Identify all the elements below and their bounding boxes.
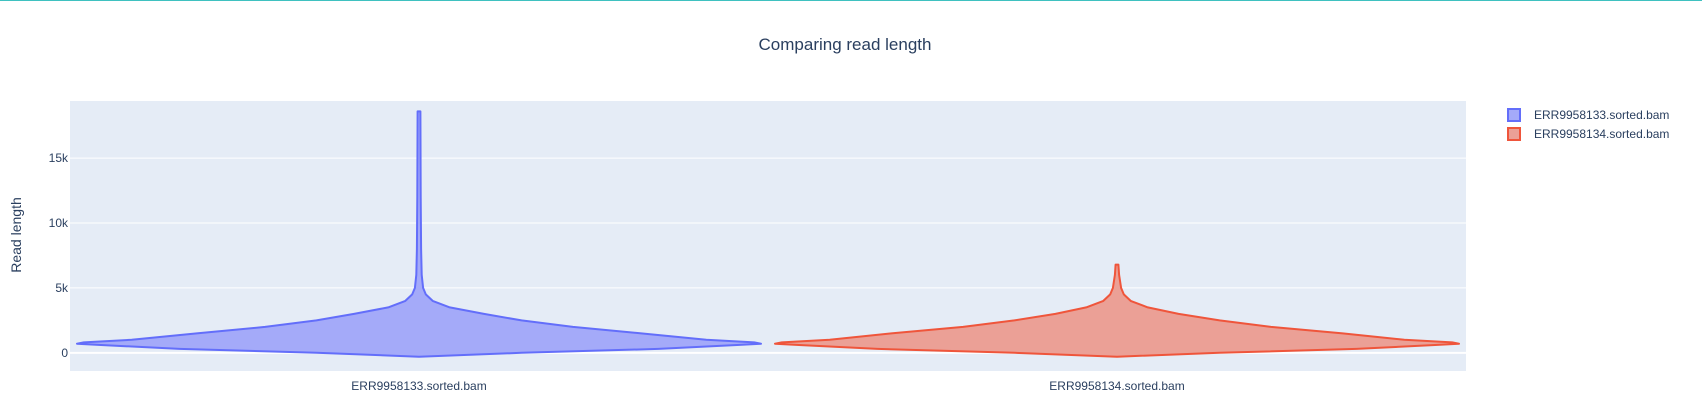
- y-axis-ticks: 0 5k 10k 15k: [49, 151, 69, 360]
- y-tick-label: 5k: [55, 281, 69, 295]
- chart-title: Comparing read length: [759, 35, 932, 54]
- violin-shape: [76, 110, 762, 358]
- legend: ERR9958133.sorted.bam ERR9958134.sorted.b…: [1507, 108, 1669, 141]
- x-tick-label: ERR9958134.sorted.bam: [1049, 379, 1184, 393]
- legend-swatch: [1507, 127, 1521, 141]
- legend-label: ERR9958133.sorted.bam: [1534, 108, 1669, 122]
- x-axis-ticks: ERR9958133.sorted.bam ERR9958134.sorted.b…: [351, 379, 1184, 393]
- y-tick-label: 10k: [49, 216, 69, 230]
- violin-shape: [774, 263, 1460, 358]
- legend-swatch: [1507, 108, 1521, 122]
- y-axis-title: Read length: [8, 197, 24, 273]
- x-tick-label: ERR9958133.sorted.bam: [351, 379, 486, 393]
- y-tick-label: 0: [61, 346, 68, 360]
- legend-item[interactable]: ERR9958133.sorted.bam: [1507, 108, 1669, 122]
- top-accent-line: [0, 0, 1702, 1]
- legend-label: ERR9958134.sorted.bam: [1534, 127, 1669, 141]
- legend-item[interactable]: ERR9958134.sorted.bam: [1507, 127, 1669, 141]
- y-tick-label: 15k: [49, 151, 69, 165]
- violins: [76, 110, 1460, 358]
